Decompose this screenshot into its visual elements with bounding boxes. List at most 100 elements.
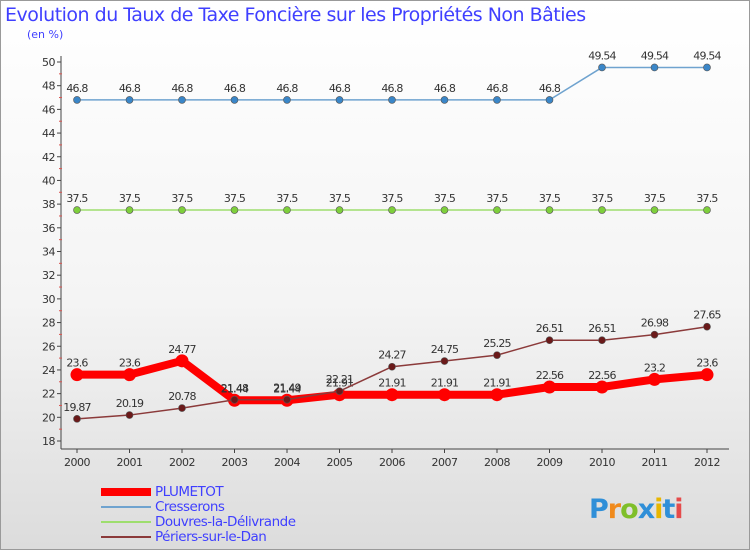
data-label-cresserons: 46.8 — [119, 82, 141, 95]
legend-swatch-douvres — [101, 521, 151, 523]
y-tick-label: 24 — [42, 364, 55, 377]
data-label-douvres-la-delivrande: 37.5 — [486, 192, 508, 205]
x-tick-label: 2006 — [379, 456, 405, 469]
series-point-periers-sur-le-dan — [703, 322, 711, 331]
data-label-periers-sur-le-dan: 24.27 — [378, 349, 406, 362]
data-label-plumetot: 21.44 — [221, 382, 249, 395]
data-label-plumetot: 21.91 — [431, 377, 459, 390]
series-point-douvres-la-delivrande — [388, 206, 396, 214]
series-point-plumetot — [648, 372, 661, 386]
series-point-cresserons — [545, 96, 554, 104]
data-label-periers-sur-le-dan: 26.51 — [588, 322, 616, 335]
series-point-cresserons — [125, 96, 134, 104]
data-label-plumetot: 22.56 — [588, 369, 616, 382]
series-point-plumetot — [700, 368, 714, 382]
proxiti-logo: Proxiti — [589, 494, 684, 525]
y-tick-label: 44 — [42, 127, 55, 140]
legend-swatch-cresserons — [101, 506, 151, 508]
y-tick-label: 48 — [42, 80, 55, 93]
series-point-plumetot — [595, 380, 609, 394]
data-label-cresserons: 46.8 — [539, 82, 561, 95]
series-point-periers-sur-le-dan — [545, 336, 554, 345]
data-label-plumetot: 21.44 — [273, 382, 301, 395]
series-point-douvres-la-delivrande — [545, 206, 554, 214]
data-label-cresserons: 46.8 — [66, 82, 88, 95]
data-label-plumetot: 23.6 — [119, 357, 141, 370]
series-point-periers-sur-le-dan — [388, 362, 396, 371]
data-label-plumetot: 21.91 — [326, 377, 354, 390]
y-tick-label: 30 — [42, 293, 55, 306]
data-label-cresserons: 49.54 — [641, 49, 669, 62]
x-tick-label: 2011 — [642, 456, 668, 469]
data-label-douvres-la-delivrande: 37.5 — [224, 192, 246, 205]
y-tick-label: 18 — [42, 435, 55, 448]
data-label-douvres-la-delivrande: 37.5 — [539, 192, 561, 205]
x-tick-label: 2009 — [537, 456, 563, 469]
data-label-cresserons: 46.8 — [276, 82, 298, 95]
series-point-periers-sur-le-dan — [493, 351, 501, 359]
data-label-periers-sur-le-dan: 24.75 — [431, 343, 459, 356]
y-tick-label: 50 — [42, 56, 55, 69]
data-label-douvres-la-delivrande: 37.5 — [591, 192, 613, 205]
series-point-periers-sur-le-dan — [283, 395, 291, 404]
data-label-plumetot: 21.91 — [483, 377, 511, 390]
series-point-periers-sur-le-dan — [73, 415, 81, 423]
y-tick-label: 36 — [42, 222, 55, 235]
data-label-periers-sur-le-dan: 22.21 — [326, 373, 354, 386]
series-point-douvres-la-delivrande — [650, 206, 659, 214]
y-tick-label: 34 — [42, 246, 55, 259]
series-point-plumetot — [438, 388, 451, 402]
series-point-douvres-la-delivrande — [178, 206, 186, 214]
series-point-cresserons — [388, 96, 396, 104]
data-label-douvres-la-delivrande: 37.5 — [644, 192, 666, 205]
data-label-cresserons: 49.54 — [693, 49, 721, 62]
chart-unit-label: (en %) — [27, 28, 64, 41]
series-point-periers-sur-le-dan — [598, 336, 606, 345]
data-label-plumetot: 23.6 — [66, 357, 88, 370]
y-tick-label: 32 — [42, 269, 55, 282]
data-label-plumetot: 23.6 — [696, 357, 718, 370]
series-point-cresserons — [598, 63, 606, 72]
series-point-cresserons — [230, 96, 239, 104]
x-tick-label: 2002 — [169, 456, 195, 469]
y-tick-label: 46 — [42, 103, 55, 116]
legend-label-periers: Périers-sur-le-Dan — [155, 529, 267, 545]
svg-text:Proxiti: Proxiti — [589, 494, 683, 525]
y-tick-label: 22 — [42, 388, 55, 401]
chart-title: Evolution du Taux de Taxe Foncière sur l… — [5, 4, 586, 26]
x-tick-label: 2001 — [117, 456, 143, 469]
data-label-douvres-la-delivrande: 37.5 — [276, 192, 298, 205]
data-label-douvres-la-delivrande: 37.5 — [434, 192, 456, 205]
data-label-periers-sur-le-dan: 21.48 — [221, 382, 249, 395]
series-point-plumetot — [490, 388, 504, 402]
y-tick-label: 20 — [42, 411, 55, 424]
data-label-cresserons: 46.8 — [329, 82, 351, 95]
series-point-douvres-la-delivrande — [493, 206, 501, 214]
series-point-periers-sur-le-dan — [335, 387, 344, 395]
series-point-douvres-la-delivrande — [335, 206, 344, 214]
data-label-cresserons: 46.8 — [434, 82, 456, 95]
data-label-periers-sur-le-dan: 19.87 — [63, 401, 91, 414]
series-point-douvres-la-delivrande — [283, 206, 291, 214]
series-point-plumetot — [543, 380, 556, 394]
data-label-cresserons: 49.54 — [588, 49, 616, 62]
x-tick-label: 2005 — [327, 456, 353, 469]
data-label-cresserons: 46.8 — [224, 82, 246, 95]
x-tick-label: 2007 — [432, 456, 458, 469]
data-label-cresserons: 46.8 — [381, 82, 403, 95]
series-point-douvres-la-delivrande — [125, 206, 134, 214]
series-point-douvres-la-delivrande — [73, 206, 81, 214]
data-label-periers-sur-le-dan: 27.65 — [693, 309, 721, 322]
series-point-douvres-la-delivrande — [230, 206, 239, 214]
x-tick-label: 2012 — [694, 456, 720, 469]
data-label-periers-sur-le-dan: 25.25 — [483, 337, 511, 350]
x-tick-label: 2004 — [274, 456, 300, 469]
series-point-periers-sur-le-dan — [230, 395, 239, 404]
legend-label-plumetot: PLUMETOT — [155, 484, 224, 500]
data-label-douvres-la-delivrande: 37.5 — [66, 192, 88, 205]
series-point-plumetot — [123, 368, 136, 382]
data-label-douvres-la-delivrande: 37.5 — [119, 192, 141, 205]
data-label-cresserons: 46.8 — [171, 82, 193, 95]
legend-label-cresserons: Cresserons — [155, 499, 225, 515]
series-point-periers-sur-le-dan — [650, 330, 659, 339]
